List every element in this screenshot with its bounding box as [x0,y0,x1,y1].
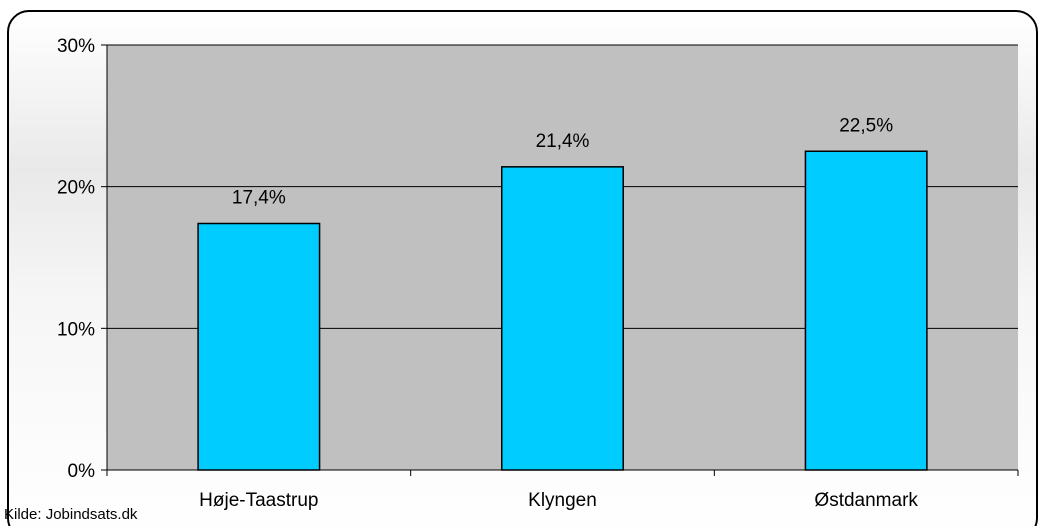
bar [804,150,928,471]
bar [501,166,624,471]
source-note: Kilde: Jobindsats.dk [4,506,138,523]
data-label: 21,4% [536,131,590,152]
bar [197,222,321,471]
x-tick-label: Klyngen [528,490,597,511]
data-label: 22,5% [839,115,893,136]
y-tick-label: 20% [57,178,95,199]
y-tick-label: 30% [57,36,95,57]
x-tick-label: Østdanmark [814,490,918,511]
x-tick-label: Høje-Taastrup [199,490,318,511]
data-label: 17,4% [232,188,286,209]
y-tick-label: 10% [57,319,95,340]
y-tick-label: 0% [68,461,96,482]
